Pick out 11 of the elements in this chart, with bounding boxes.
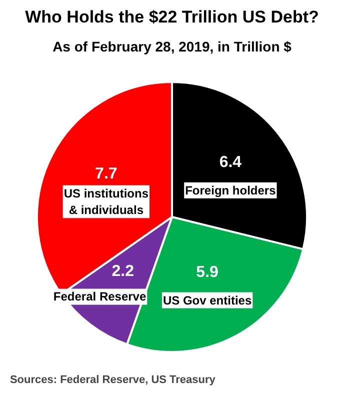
data-label: 2.2 <box>112 263 134 280</box>
data-label: 5.9 <box>196 264 219 281</box>
chart-subtitle: As of February 28, 2019, in Trillion $ <box>52 38 292 54</box>
source-note: Sources: Federal Reserve, US Treasury <box>10 374 216 386</box>
slice-label: Federal Reserve <box>53 290 146 304</box>
data-label: 7.7 <box>95 165 118 182</box>
chart-title: Who Holds the $22 Trillion US Debt? <box>25 8 319 26</box>
slice-label: US institutions & individuals <box>64 186 149 218</box>
data-label: 6.4 <box>219 154 242 172</box>
slice-label: Foreign holders <box>185 183 276 198</box>
slice-label: US Gov entities <box>162 293 252 308</box>
